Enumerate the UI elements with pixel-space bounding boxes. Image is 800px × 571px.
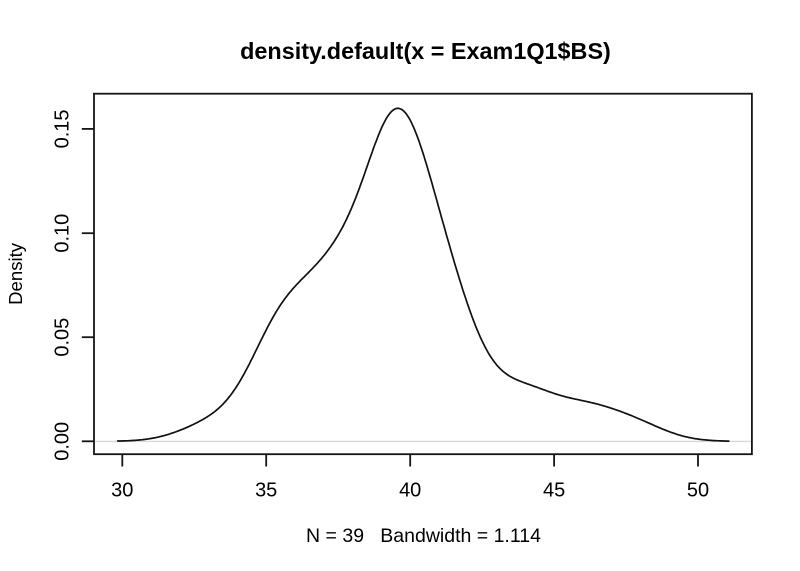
svg-text:40: 40	[399, 480, 421, 502]
svg-text:45: 45	[543, 480, 565, 502]
svg-text:0.00: 0.00	[52, 422, 74, 461]
svg-text:0.10: 0.10	[52, 214, 74, 253]
svg-text:30: 30	[111, 480, 133, 502]
svg-text:35: 35	[255, 480, 277, 502]
svg-text:density.default(x = Exam1Q1$BS: density.default(x = Exam1Q1$BS)	[240, 38, 611, 64]
svg-text:0.15: 0.15	[52, 109, 74, 148]
svg-text:0.05: 0.05	[52, 318, 74, 357]
svg-text:N = 39 Bandwidth = 1.114: N = 39 Bandwidth = 1.114	[306, 525, 541, 547]
svg-text:50: 50	[687, 480, 709, 502]
svg-text:Density: Density	[5, 242, 26, 305]
